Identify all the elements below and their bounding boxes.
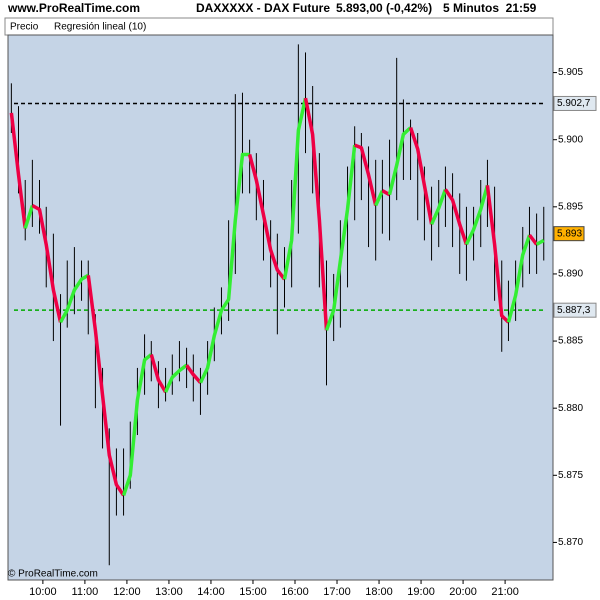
x-tick-label: 21:00 [491,586,519,598]
regression-line [429,188,448,226]
x-tick-label: 17:00 [323,586,351,598]
regression-line [324,144,357,331]
level-label: 5.902,7 [557,98,591,109]
y-tick-label: 5.875 [558,470,583,481]
regression-line [86,275,126,497]
chart-title: DAXXXXX - DAX Future [196,1,330,15]
regression-line [387,126,412,196]
regression-line [485,185,510,324]
regression-line [528,233,538,246]
regression-line [374,189,384,207]
site: www.ProRealTime.com [7,1,140,15]
regression-line [58,273,90,324]
x-tick-label: 13:00 [155,586,183,598]
x-tick-label: 14:00 [197,586,225,598]
regression-line [121,353,153,496]
last-price-box [553,226,585,242]
regression-line [149,354,168,393]
level-label-box [553,302,597,318]
y-tick-label: 5.900 [558,134,583,145]
regression-line [198,152,250,384]
x-tick-label: 10:00 [29,586,57,598]
y-tick-label: 5.870 [558,537,583,548]
regression-line [247,154,286,281]
regression-line [506,234,532,323]
regression-line [185,364,202,384]
quote: 5.893,00 (-0,42%) [336,1,432,15]
x-tick-label: 12:00 [113,586,141,598]
x-tick-label: 15:00 [239,586,267,598]
regression-line [303,97,329,331]
regression-line [282,97,308,280]
regression-line [9,112,27,229]
regression-line [443,188,469,245]
y-tick-label: 5.895 [558,201,583,212]
regression-line [31,203,63,323]
x-tick-label: 11:00 [72,586,99,598]
level-label-box [553,95,597,111]
y-tick-label: 5.905 [558,67,583,78]
x-tick-label: 20:00 [449,586,477,598]
regression-line [408,127,434,225]
copyright: © ProRealTime.com [8,569,98,580]
y-tick-label: 5.890 [558,269,583,280]
regression-line [164,363,188,393]
plot-area [7,34,554,581]
regression-line [464,184,490,246]
x-tick-label: 19:00 [407,586,435,598]
level-label: 5.887,3 [557,305,591,316]
legend-entry: Precio [10,22,39,33]
y-tick-label: 5.885 [558,336,583,347]
x-tick-label: 16:00 [281,586,309,598]
regression-line [23,204,35,229]
regression-line [535,238,545,246]
period: 5 Minutos 21:59 [443,1,537,15]
legend-entry: Regresión lineal (10) [54,22,146,33]
regression-line [354,143,378,206]
x-tick-label: 18:00 [365,586,393,598]
last-price-label: 5.893 [557,228,582,239]
y-tick-label: 5.880 [558,403,583,414]
